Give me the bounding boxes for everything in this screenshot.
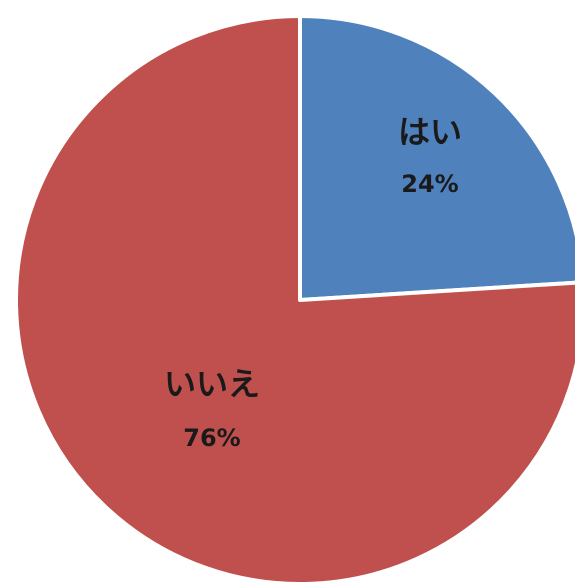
pie-slice-iie <box>14 14 575 584</box>
pie-slice-hai <box>298 14 575 302</box>
slice-label-iie: いいえ <box>164 365 260 403</box>
slice-label-hai: はい <box>398 113 462 151</box>
slice-percent-iie: 76% <box>183 424 240 452</box>
slice-percent-hai: 24% <box>401 170 458 198</box>
pie-labels: はい 24% いいえ 76% <box>164 113 462 452</box>
pie-slices <box>14 14 575 584</box>
